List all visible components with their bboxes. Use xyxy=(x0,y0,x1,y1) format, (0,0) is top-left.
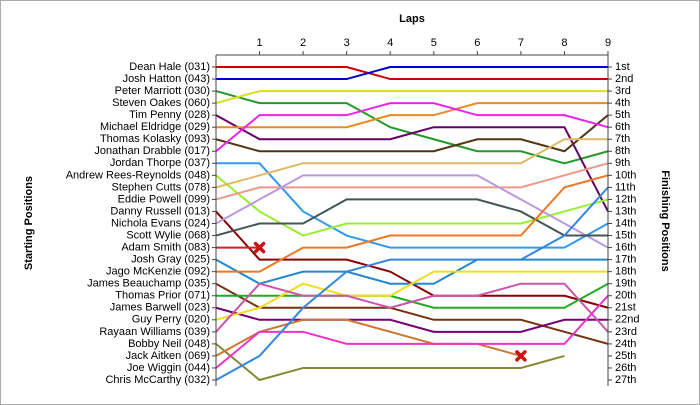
start-label: James Beauchamp (035) xyxy=(87,278,210,290)
position-line xyxy=(215,102,609,153)
start-label: Joe Wiggin (044) xyxy=(127,362,210,374)
start-label: Peter Marriott (030) xyxy=(115,85,210,97)
finish-label: 18th xyxy=(615,266,636,278)
finish-label: 25th xyxy=(615,350,636,362)
finish-label: 24th xyxy=(615,338,636,350)
finish-label: 20th xyxy=(615,290,636,302)
x-tick-label: 1 xyxy=(256,37,262,49)
finish-label: 21st xyxy=(615,302,636,314)
position-line xyxy=(215,198,608,237)
x-tick-label: 9 xyxy=(605,37,611,49)
x-tick-label: 6 xyxy=(474,37,480,49)
start-label: Jago McKenzie (092) xyxy=(106,266,210,278)
position-line xyxy=(215,138,608,189)
finish-label: 23rd xyxy=(615,326,637,338)
finish-label: 11th xyxy=(615,181,636,193)
start-label: Jonathan Drabble (017) xyxy=(94,145,210,157)
position-line xyxy=(216,102,608,129)
start-label: Jack Aitken (069) xyxy=(126,350,210,362)
start-label: Dean Hale (031) xyxy=(129,61,210,73)
finish-label: 15th xyxy=(615,229,636,241)
finish-label: 14th xyxy=(615,217,636,229)
finish-label: 12th xyxy=(615,193,636,205)
start-label: Josh Hatton (043) xyxy=(123,73,210,85)
position-line xyxy=(215,90,608,105)
start-label: Jordan Thorpe (037) xyxy=(110,157,210,169)
x-tick-label: 2 xyxy=(300,37,306,49)
lines xyxy=(215,66,609,382)
start-label: Stephen Cutts (078) xyxy=(112,181,210,193)
start-label: Nichola Evans (024) xyxy=(111,217,210,229)
start-label: Steven Oakes (060) xyxy=(112,97,210,109)
x-axis-label: Laps xyxy=(399,13,425,25)
finish-label: 5th xyxy=(615,109,630,121)
retired-marker xyxy=(515,350,527,362)
position-line xyxy=(215,114,609,153)
y-axis-label-right: Finishing Positions xyxy=(659,170,671,271)
start-label: Rayaan Williams (039) xyxy=(99,326,210,338)
y-axis-label-left: Starting Positions xyxy=(23,176,35,270)
x-tick-label: 7 xyxy=(518,37,524,49)
start-label: Bobby Neil (048) xyxy=(128,338,210,350)
retired-cross xyxy=(253,241,266,254)
x-tick-label: 5 xyxy=(431,37,437,49)
position-line xyxy=(216,174,609,273)
position-line xyxy=(215,343,565,382)
finish-label: 27th xyxy=(615,374,636,386)
finish-label: 22nd xyxy=(615,314,639,326)
start-label: Michael Eldridge (029) xyxy=(100,121,210,133)
position-line xyxy=(215,306,608,333)
start-label: Eddie Powell (099) xyxy=(118,193,210,205)
finish-label: 8th xyxy=(615,145,630,157)
start-label: Guy Perry (020) xyxy=(132,314,210,326)
finish-label: 1st xyxy=(615,61,630,73)
start-label: Andrew Rees-Reynolds (048) xyxy=(66,169,210,181)
start-label: Danny Russell (013) xyxy=(110,205,210,217)
start-label: Tim Penny (028) xyxy=(129,109,210,121)
finish-label: 26th xyxy=(615,362,636,374)
position-line xyxy=(215,186,609,381)
start-label: Scott Wylie (068) xyxy=(126,229,210,241)
finish-label: 2nd xyxy=(615,73,633,85)
finish-label: 3rd xyxy=(615,85,631,97)
position-line xyxy=(216,66,608,81)
finish-label: 17th xyxy=(615,254,636,266)
finish-label: 16th xyxy=(615,241,636,253)
x-tick-label: 3 xyxy=(344,37,350,49)
x-tick-label: 4 xyxy=(387,37,393,49)
start-label: Josh Gray (025) xyxy=(131,254,210,266)
x-tick-label: 8 xyxy=(561,37,567,49)
position-line xyxy=(215,282,609,333)
start-label: James Barwell (023) xyxy=(110,302,210,314)
retired-marker xyxy=(253,241,266,254)
start-label: Chris McCarthy (032) xyxy=(105,374,210,386)
position-line xyxy=(216,66,608,81)
start-label: Thomas Kolasky (093) xyxy=(100,133,210,145)
start-label: Adam Smith (083) xyxy=(121,241,210,253)
finish-label: 19th xyxy=(615,278,636,290)
finish-label: 6th xyxy=(615,121,630,133)
position-line xyxy=(215,114,609,212)
finish-label: 10th xyxy=(615,169,636,181)
start-label: Thomas Prior (071) xyxy=(115,290,210,302)
finish-label: 9th xyxy=(615,157,630,169)
finish-label: 13th xyxy=(615,205,636,217)
finish-label: 4th xyxy=(615,97,630,109)
finish-label: 7th xyxy=(615,133,630,145)
position-line xyxy=(215,270,608,321)
retired-cross xyxy=(515,350,527,362)
